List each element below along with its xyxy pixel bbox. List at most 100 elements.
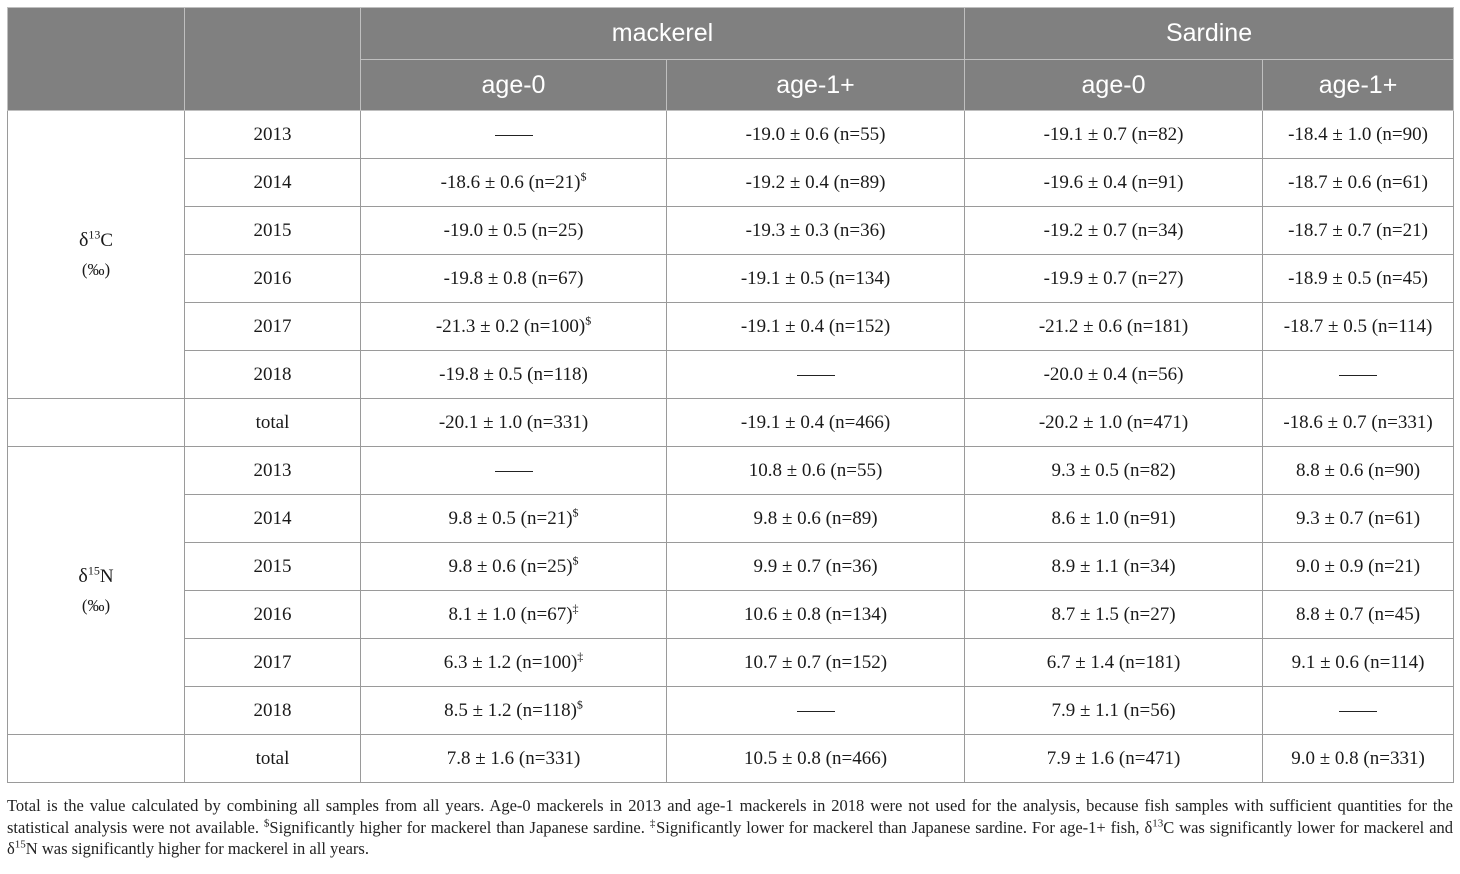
cell-value: 10.6 ± 0.8 (n=134) (743, 603, 888, 625)
value-cell-mackerel-age1: -19.0 ± 0.6 (n=55) (665, 110, 966, 159)
value-cell-sardine-age1: 8.8 ± 0.7 (n=45) (1262, 590, 1455, 639)
footnote-mark: ‡ (572, 601, 579, 616)
year-cell: 2017 (184, 638, 361, 687)
value-cell-mackerel-age1: 9.8 ± 0.6 (n=89) (665, 494, 966, 543)
value-cell-sardine-age0: -20.0 ± 0.4 (n=56) (964, 350, 1264, 399)
value-cell-mackerel-age0: -19.0 ± 0.5 (n=25) (360, 206, 667, 255)
footnote-n-mass: 15 (14, 838, 26, 851)
cell-value: -21.3 ± 0.2 (n=100) (435, 315, 586, 337)
cell-value: 7.9 ± 1.1 (n=56) (1051, 699, 1176, 721)
value-cell-sardine-age0: 7.9 ± 1.1 (n=56) (964, 686, 1264, 735)
header-mackerel-age0: age-0 (360, 59, 667, 111)
table-row: 2018 -19.8 ± 0.5 (n=118) -20.0 ± 0.4 (n=56… (8, 350, 1455, 399)
total-value-sardine-age0: -20.2 ± 1.0 (n=471) (964, 398, 1264, 447)
cell-value: 8.6 ± 1.0 (n=91) (1051, 507, 1176, 529)
table-row: 2016 8.1 ± 1.0 (n=67)‡ 10.6 ± 0.8 (n=134) 8… (8, 590, 1455, 639)
table-row: 2018 8.5 ± 1.2 (n=118)$ 7.9 ± 1.1 (n=56) (8, 686, 1455, 735)
header-row-age: age-0 age-1+ age-0 age-1+ (8, 59, 1455, 111)
value-cell-sardine-age1: -18.7 ± 0.5 (n=114) (1262, 302, 1455, 351)
cell-value: 8.7 ± 1.5 (n=27) (1051, 603, 1176, 625)
cell-value: -19.1 ± 0.5 (n=134) (740, 267, 891, 289)
table-footnote: Total is the value calculated by combini… (7, 795, 1453, 860)
cell-value: -18.7 ± 0.5 (n=114) (1283, 315, 1433, 337)
value-cell-sardine-age1: 9.0 ± 0.9 (n=21) (1262, 542, 1455, 591)
footnote-c-element: C (1163, 817, 1175, 837)
value-cell-mackerel-age0: 9.8 ± 0.6 (n=25)$ (360, 542, 667, 591)
isotope-table: mackerel Sardine age-0 age-1+ age-0 age-… (7, 7, 1455, 783)
cell-value: 9.9 ± 0.7 (n=36) (753, 555, 878, 577)
cell-value: 9.1 ± 0.6 (n=114) (1291, 651, 1425, 673)
table-container: mackerel Sardine age-0 age-1+ age-0 age-… (7, 7, 1455, 783)
value-cell-mackerel-age0: 6.3 ± 1.2 (n=100)‡ (360, 638, 667, 687)
value-cell-mackerel-age0: 8.1 ± 1.0 (n=67)‡ (360, 590, 667, 639)
footnote-mark: ‡ (577, 649, 584, 664)
value-cell-mackerel-age0: 8.5 ± 1.2 (n=118)$ (360, 686, 667, 735)
cell-value: 8.8 ± 0.7 (n=45) (1295, 603, 1421, 625)
param-element: N (99, 565, 114, 587)
header-sardine: Sardine (964, 7, 1455, 60)
param-name: δ15N (8, 562, 184, 591)
year-cell: 2016 (184, 590, 361, 639)
year-cell: 2014 (184, 158, 361, 207)
cell-value: -19.6 ± 0.4 (n=91) (1043, 171, 1184, 193)
value-cell-sardine-age0: -19.9 ± 0.7 (n=27) (964, 254, 1264, 303)
value-cell-mackerel-age1: -19.3 ± 0.3 (n=36) (665, 206, 966, 255)
cell-value: 6.3 ± 1.2 (n=100) (443, 651, 578, 673)
value-cell-sardine-age1: 9.3 ± 0.7 (n=61) (1262, 494, 1455, 543)
cell-value: 9.0 ± 0.9 (n=21) (1295, 555, 1421, 577)
value-cell-mackerel-age0: -21.3 ± 0.2 (n=100)$ (360, 302, 667, 351)
cell-value: -20.0 ± 0.4 (n=56) (1043, 363, 1184, 385)
footnote-n-symbol: δ (7, 839, 15, 858)
year-cell: 2018 (184, 686, 361, 735)
value-cell-sardine-age0: -21.2 ± 0.6 (n=181) (964, 302, 1264, 351)
table-row: 2015 -19.0 ± 0.5 (n=25) -19.3 ± 0.3 (n=36)… (8, 206, 1455, 255)
table-row: 2014 9.8 ± 0.5 (n=21)$ 9.8 ± 0.6 (n=89) 8.6… (8, 494, 1455, 543)
total-value-sardine-age1: 9.0 ± 0.8 (n=331) (1262, 734, 1455, 783)
header-mackerel-age1: age-1+ (665, 59, 966, 111)
footnote-n-element: N (25, 839, 38, 858)
value-cell-mackerel-age1: 10.8 ± 0.6 (n=55) (665, 446, 966, 495)
footnote-mark-lower: ‡ (649, 817, 657, 829)
total-value-mackerel-age0: -20.1 ± 1.0 (n=331) (360, 398, 667, 447)
table-body: δ13C (‰) 2013 -19.0 ± 0.6 (n=55) -19.1 ± 0.7… (7, 110, 1455, 783)
cell-value: -18.6 ± 0.6 (n=21) (440, 171, 581, 193)
table-row: 2015 9.8 ± 0.6 (n=25)$ 9.9 ± 0.7 (n=36) 8.9… (8, 542, 1455, 591)
footnote-lower: Significantly lower for mackerel than Ja… (656, 817, 1145, 837)
footnote-c-mass: 13 (1152, 817, 1164, 829)
cell-value: 9.3 ± 0.7 (n=61) (1295, 507, 1421, 529)
table-row: 2017 -21.3 ± 0.2 (n=100)$ -19.1 ± 0.4 (n=1… (8, 302, 1455, 351)
cell-value: -19.3 ± 0.3 (n=36) (745, 219, 886, 241)
empty-dash (1339, 710, 1378, 712)
value-cell-sardine-age1 (1262, 350, 1455, 399)
table-row: 2017 6.3 ± 1.2 (n=100)‡ 10.7 ± 0.7 (n=152)… (8, 638, 1455, 687)
total-blank-cell (7, 734, 185, 783)
cell-value: 8.8 ± 0.6 (n=90) (1295, 459, 1421, 481)
footnote-mark: $ (572, 505, 579, 520)
value-cell-sardine-age0: -19.2 ± 0.7 (n=34) (964, 206, 1264, 255)
value-cell-sardine-age0: 8.6 ± 1.0 (n=91) (964, 494, 1264, 543)
footnote-mark: $ (580, 169, 587, 184)
cell-value: 10.7 ± 0.7 (n=152) (743, 651, 888, 673)
param-mass: 13 (88, 227, 101, 242)
value-cell-sardine-age0: -19.1 ± 0.7 (n=82) (964, 110, 1264, 159)
header-sardine-age0: age-0 (964, 59, 1264, 111)
cell-value: -19.0 ± 0.6 (n=55) (745, 123, 886, 145)
param-symbol: δ (78, 228, 89, 251)
value-cell-mackerel-age0 (360, 446, 667, 495)
value-cell-mackerel-age0: -19.8 ± 0.8 (n=67) (360, 254, 667, 303)
value-cell-mackerel-age1: -19.1 ± 0.4 (n=152) (665, 302, 966, 351)
cell-value: -19.0 ± 0.5 (n=25) (443, 219, 584, 241)
year-cell: 2017 (184, 302, 361, 351)
value-cell-mackerel-age1 (665, 350, 966, 399)
empty-dash (1339, 374, 1378, 376)
table-row: δ13C (‰) 2013 -19.0 ± 0.6 (n=55) -19.1 ± 0.7… (7, 110, 1455, 399)
footnote-mark: $ (585, 313, 592, 328)
cell-value: -19.1 ± 0.4 (n=152) (740, 315, 891, 337)
year-cell: 2013 (184, 110, 361, 159)
value-cell-sardine-age1: -18.4 ± 1.0 (n=90) (1262, 110, 1455, 159)
cell-value: -18.7 ± 0.7 (n=21) (1288, 219, 1428, 241)
total-value-mackerel-age1: 10.5 ± 0.8 (n=466) (665, 734, 966, 783)
value-cell-sardine-age1: 8.8 ± 0.6 (n=90) (1262, 446, 1455, 495)
cell-value: -19.8 ± 0.5 (n=118) (439, 363, 588, 385)
cell-value: -19.8 ± 0.8 (n=67) (443, 267, 584, 289)
